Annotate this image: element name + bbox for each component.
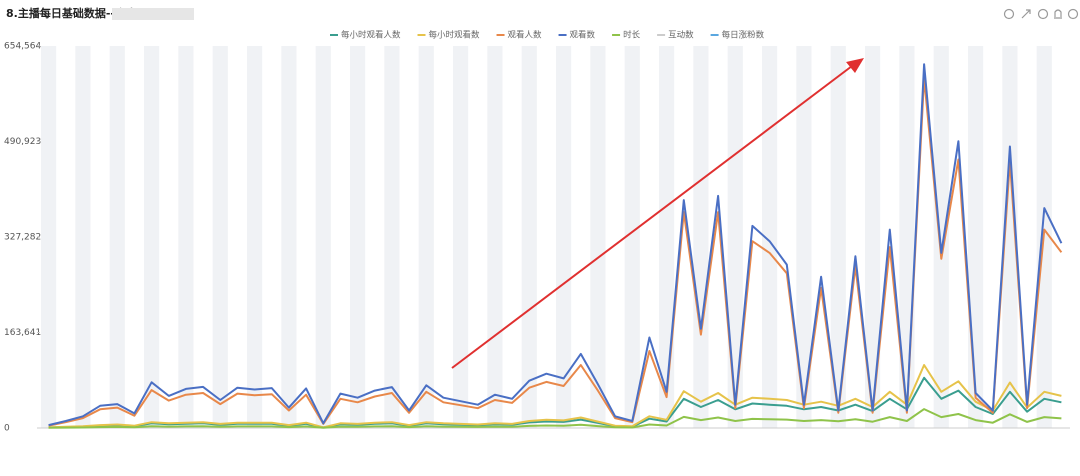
band-stripe bbox=[556, 46, 572, 428]
band-stripe bbox=[453, 46, 469, 428]
band-stripe bbox=[933, 46, 949, 428]
y-tick-label: 654,564 bbox=[4, 42, 41, 52]
band-stripe bbox=[865, 46, 881, 428]
legend-label: 互动数 bbox=[668, 30, 694, 41]
y-tick-label: 0 bbox=[4, 424, 10, 434]
band-stripe bbox=[212, 46, 228, 428]
band-stripe bbox=[41, 46, 57, 428]
series-line bbox=[48, 364, 1062, 429]
band-stripe bbox=[727, 46, 743, 428]
legend-label: 观看数 bbox=[570, 30, 596, 41]
band-stripe bbox=[796, 46, 812, 428]
band-stripe bbox=[281, 46, 297, 428]
chart-title: 8.主播每日基础数据--个人 bbox=[6, 6, 138, 20]
band-stripe bbox=[247, 46, 263, 428]
more-icon[interactable] bbox=[1067, 8, 1079, 20]
band-stripe bbox=[178, 46, 194, 428]
series-line bbox=[48, 63, 1063, 427]
legend-label: 观看人数 bbox=[508, 30, 543, 41]
band-stripe bbox=[693, 46, 709, 428]
band-stripe bbox=[418, 46, 434, 428]
legend-label: 时长 bbox=[623, 30, 641, 41]
band-stripe bbox=[487, 46, 503, 428]
band-stripe bbox=[315, 46, 331, 428]
band-stripe bbox=[384, 46, 400, 428]
y-tick-label: 490,923 bbox=[4, 137, 41, 147]
band-stripe bbox=[144, 46, 160, 428]
band-stripe bbox=[521, 46, 537, 428]
band-stripe bbox=[75, 46, 91, 428]
blurred-name bbox=[112, 8, 194, 20]
band-stripe bbox=[590, 46, 606, 428]
legend-label: 每小时观看人数 bbox=[341, 30, 401, 41]
refresh-icon[interactable] bbox=[1003, 8, 1015, 20]
band-stripe bbox=[109, 46, 125, 428]
band-stripe bbox=[830, 46, 846, 428]
band-stripe bbox=[762, 46, 778, 428]
y-tick-label: 163,641 bbox=[4, 328, 41, 338]
plot-area: 0 163,641 327,282 490,923 654,564 每小时观看人数 每小时观… bbox=[4, 30, 1070, 434]
bell-icon[interactable] bbox=[1054, 9, 1062, 19]
band-stripe bbox=[968, 46, 984, 428]
info-icon[interactable] bbox=[1037, 8, 1049, 20]
series-line bbox=[48, 408, 1062, 429]
band-stripe bbox=[350, 46, 366, 428]
y-tick-label: 327,282 bbox=[4, 233, 41, 243]
band-stripe bbox=[659, 46, 675, 428]
band-stripe bbox=[624, 46, 640, 428]
legend-label: 每日涨粉数 bbox=[722, 30, 765, 41]
trend-arrow bbox=[451, 58, 864, 369]
toolbar[interactable] bbox=[1003, 8, 1079, 20]
series-line bbox=[48, 76, 1063, 427]
band-stripe bbox=[1002, 46, 1018, 428]
expand-icon[interactable] bbox=[1021, 9, 1031, 19]
legend-label: 每小时观看数 bbox=[429, 30, 481, 41]
